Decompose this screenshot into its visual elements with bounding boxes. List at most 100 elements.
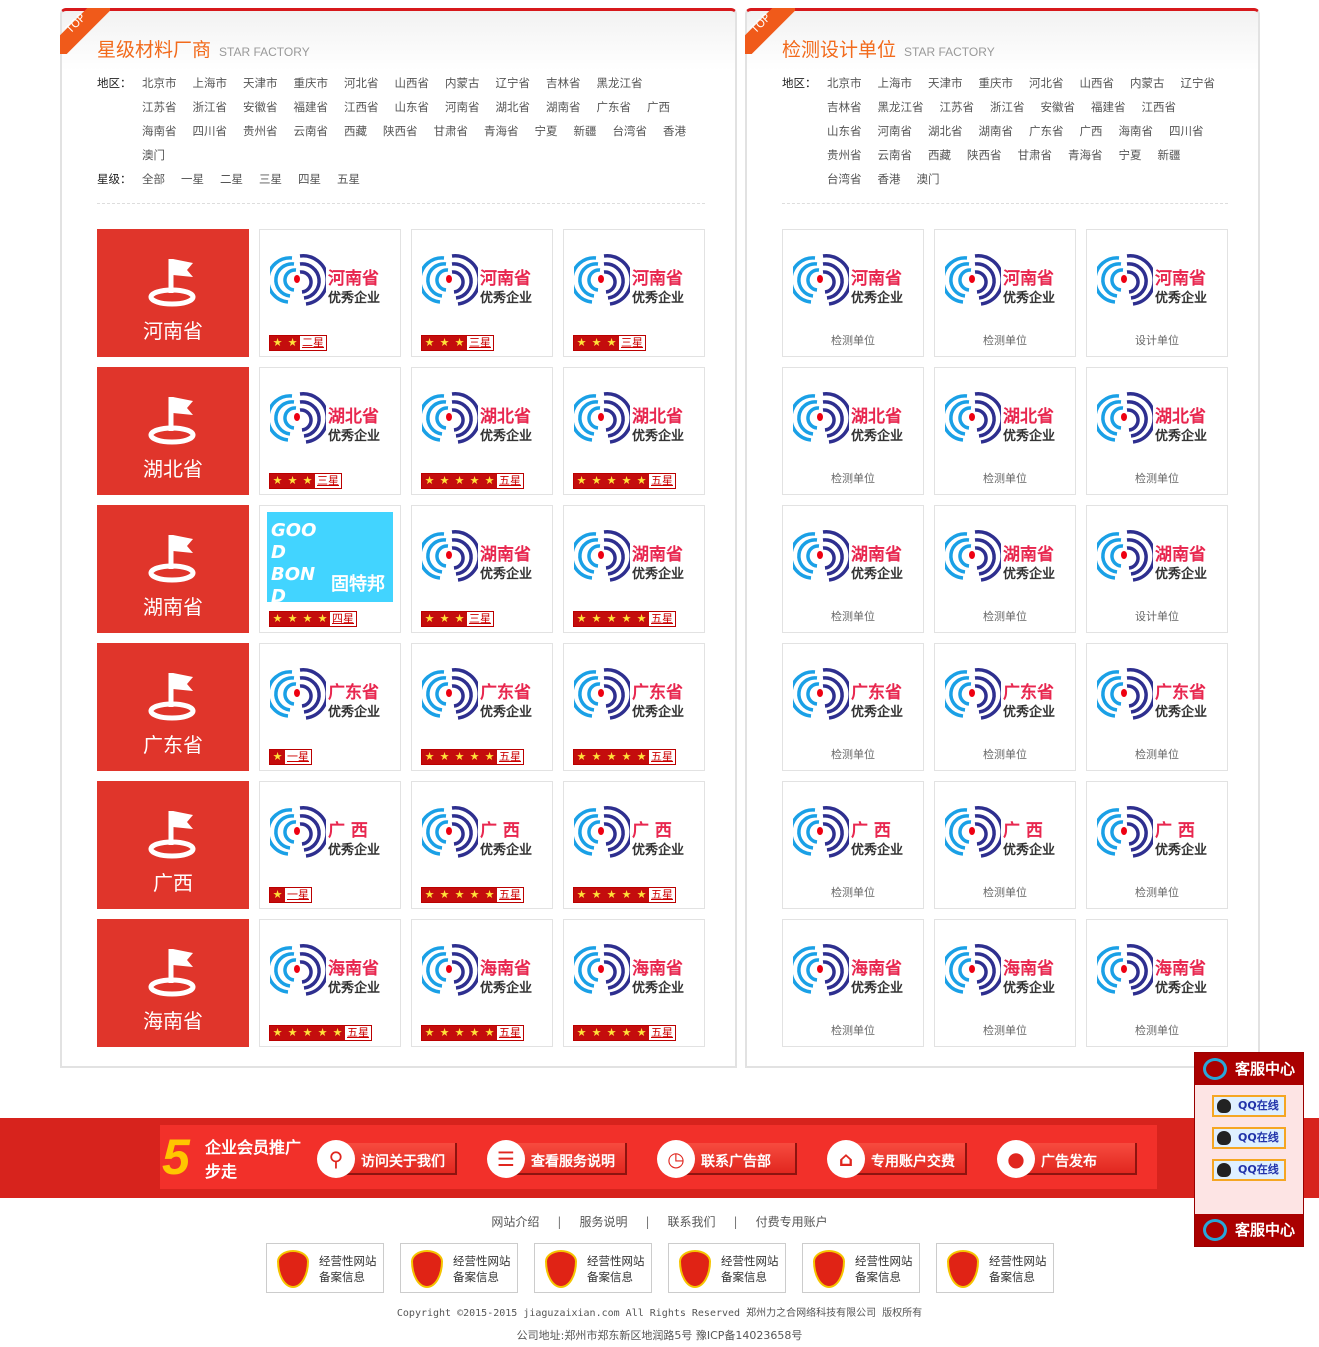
factory-card[interactable]: 海南省 优秀企业 ★ ★ ★ ★ ★ 五星 [563,919,705,1047]
region-link[interactable]: 山东省 [394,100,430,114]
star-filter-link[interactable]: 全部 [142,172,165,186]
star-filter-link[interactable]: 四星 [298,172,321,186]
region-link[interactable]: 湖北省 [928,124,963,138]
region-link[interactable]: 陕西省 [383,124,418,138]
unit-card[interactable]: 湖北省 优秀企业 检测单位 [782,367,924,495]
region-link[interactable]: 陕西省 [967,148,1002,162]
factory-card[interactable]: GOOD BOND 固特邦 ★ ★ ★ ★ 四星 [259,505,401,633]
qq-online-button[interactable]: QQ在线 [1212,1127,1286,1149]
region-link[interactable]: 天津市 [243,76,278,90]
star-filter-link[interactable]: 五星 [337,172,360,186]
record-badge[interactable]: 经营性网站 备案信息 [534,1243,652,1293]
region-link[interactable]: 上海市 [192,76,228,90]
unit-card[interactable]: 湖南省 优秀企业 检测单位 [934,505,1076,633]
record-badge[interactable]: 经营性网站 备案信息 [266,1243,384,1293]
unit-card[interactable]: 河南省 优秀企业 设计单位 [1086,229,1228,357]
region-link[interactable]: 四川省 [192,124,228,138]
region-link[interactable]: 河北省 [1029,76,1064,90]
banner-button[interactable]: ● 广告发布 [997,1140,1137,1178]
region-link[interactable]: 台湾省 [612,124,648,138]
region-link[interactable]: 山西省 [1079,76,1115,90]
factory-card[interactable]: 海南省 优秀企业 ★ ★ ★ ★ ★ 五星 [411,919,553,1047]
region-link[interactable]: 重庆市 [293,76,329,90]
unit-card[interactable]: 湖南省 优秀企业 检测单位 [782,505,924,633]
unit-card[interactable]: 海南省 优秀企业 检测单位 [1086,919,1228,1047]
banner-button[interactable]: ⌂ 专用账户交费 [827,1140,967,1178]
region-link[interactable]: 天津市 [928,76,963,90]
province-tile[interactable]: 海南省 [97,919,249,1047]
unit-card[interactable]: 广东省 优秀企业 检测单位 [1086,643,1228,771]
region-link[interactable]: 广东省 [1029,124,1064,138]
region-link[interactable]: 广西 [647,100,670,114]
factory-card[interactable]: 广 西优秀企业 ★ ★ ★ ★ ★ 五星 [563,781,705,909]
factory-card[interactable]: 湖北省 优秀企业 ★ ★ ★ ★ ★ 五星 [411,367,553,495]
region-link[interactable]: 新疆 [1157,148,1181,162]
region-link[interactable]: 浙江省 [192,100,228,114]
factory-card[interactable]: 河南省 优秀企业 ★ ★ ★ 三星 [563,229,705,357]
region-link[interactable]: 江苏省 [142,100,177,114]
province-tile[interactable]: 湖南省 [97,505,249,633]
banner-button[interactable]: ☰ 查看服务说明 [487,1140,627,1178]
footer-link[interactable]: 网站介绍 [491,1215,540,1229]
region-link[interactable]: 内蒙古 [1130,76,1165,90]
region-link[interactable]: 湖北省 [495,100,531,114]
factory-card[interactable]: 广 西优秀企业 ★ 一星 [259,781,401,909]
region-link[interactable]: 广西 [1079,124,1103,138]
star-filter-link[interactable]: 二星 [220,172,243,186]
factory-card[interactable]: 湖南省 优秀企业 ★ ★ ★ ★ ★ 五星 [563,505,705,633]
region-link[interactable]: 西藏 [928,148,951,162]
footer-link[interactable]: 付费专用账户 [755,1215,828,1229]
unit-card[interactable]: 河南省 优秀企业 检测单位 [934,229,1076,357]
region-link[interactable]: 上海市 [877,76,913,90]
province-tile[interactable]: 广西 [97,781,249,909]
unit-card[interactable]: 湖北省 优秀企业 检测单位 [934,367,1076,495]
region-link[interactable]: 辽宁省 [495,76,531,90]
region-link[interactable]: 湖南省 [978,124,1014,138]
factory-card[interactable]: 河南省 优秀企业 ★ ★ 二星 [259,229,401,357]
region-link[interactable]: 河南省 [877,124,913,138]
region-link[interactable]: 青海省 [1068,148,1103,162]
factory-card[interactable]: 广东省 优秀企业 ★ 一星 [259,643,401,771]
unit-card[interactable]: 广东省 优秀企业 检测单位 [782,643,924,771]
factory-card[interactable]: 广 西优秀企业 ★ ★ ★ ★ ★ 五星 [411,781,553,909]
region-link[interactable]: 香港 [877,172,901,186]
region-link[interactable]: 江西省 [344,100,379,114]
qq-online-button[interactable]: QQ在线 [1212,1095,1286,1117]
record-badge[interactable]: 经营性网站 备案信息 [668,1243,786,1293]
factory-card[interactable]: 广东省 优秀企业 ★ ★ ★ ★ ★ 五星 [411,643,553,771]
record-badge[interactable]: 经营性网站 备案信息 [802,1243,920,1293]
region-link[interactable]: 山东省 [827,124,862,138]
region-link[interactable]: 福建省 [1091,100,1126,114]
province-tile[interactable]: 河南省 [97,229,249,357]
unit-card[interactable]: 广 西优秀企业 检测单位 [934,781,1076,909]
region-link[interactable]: 黑龙江省 [596,76,643,90]
region-link[interactable]: 北京市 [827,76,862,90]
region-link[interactable]: 新疆 [573,124,597,138]
qq-online-button[interactable]: QQ在线 [1212,1159,1286,1181]
unit-card[interactable]: 广东省 优秀企业 检测单位 [934,643,1076,771]
region-link[interactable]: 香港 [663,124,686,138]
region-link[interactable]: 安徽省 [243,100,278,114]
region-link[interactable]: 江苏省 [939,100,975,114]
factory-card[interactable]: 湖南省 优秀企业 ★ ★ ★ 三星 [411,505,553,633]
province-tile[interactable]: 湖北省 [97,367,249,495]
banner-button[interactable]: ⚲ 访问关于我们 [317,1140,457,1178]
region-link[interactable]: 内蒙古 [445,76,480,90]
unit-card[interactable]: 湖北省 优秀企业 检测单位 [1086,367,1228,495]
footer-link[interactable]: 联系我们 [667,1215,716,1229]
region-link[interactable]: 云南省 [877,148,913,162]
unit-card[interactable]: 广 西优秀企业 检测单位 [1086,781,1228,909]
region-link[interactable]: 西藏 [344,124,367,138]
record-badge[interactable]: 经营性网站 备案信息 [936,1243,1054,1293]
region-link[interactable]: 青海省 [484,124,519,138]
region-link[interactable]: 江西省 [1141,100,1177,114]
region-link[interactable]: 湖南省 [546,100,581,114]
factory-card[interactable]: 湖北省 优秀企业 ★ ★ ★ 三星 [259,367,401,495]
region-link[interactable]: 澳门 [916,172,940,186]
unit-card[interactable]: 海南省 优秀企业 检测单位 [782,919,924,1047]
region-link[interactable]: 山西省 [394,76,430,90]
footer-link[interactable]: 服务说明 [579,1215,628,1229]
region-link[interactable]: 澳门 [142,148,165,162]
region-link[interactable]: 宁夏 [1118,148,1142,162]
region-link[interactable]: 贵州省 [827,148,862,162]
